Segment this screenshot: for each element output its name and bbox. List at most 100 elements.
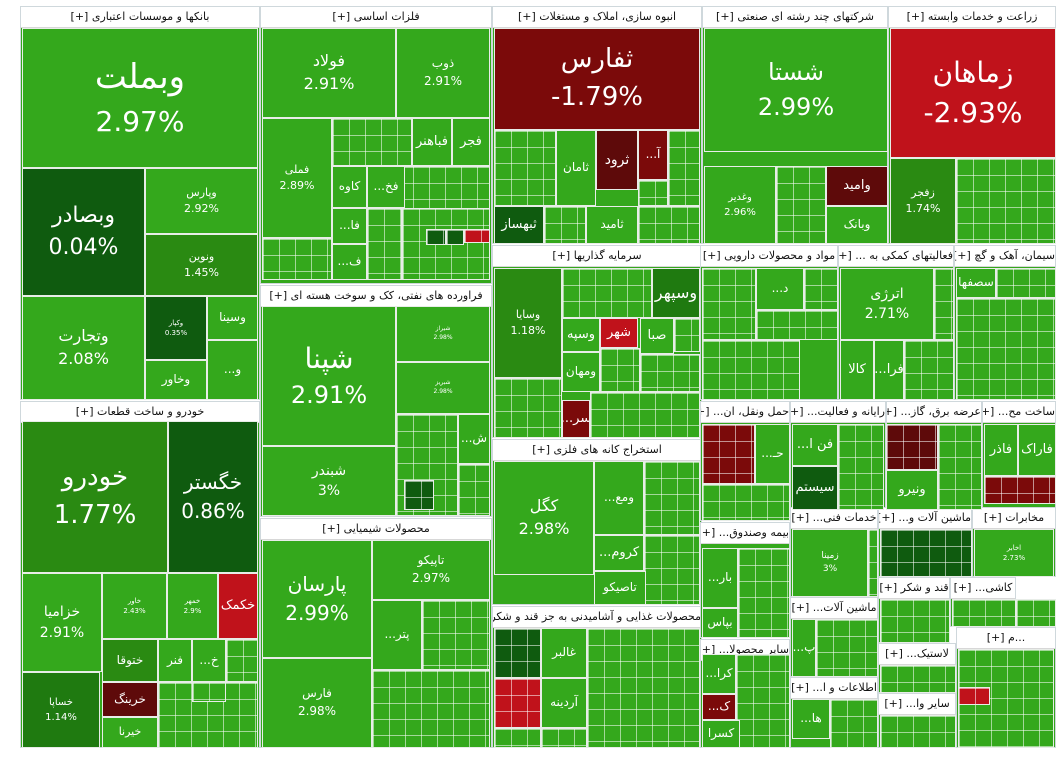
stock-tile-small[interactable] — [904, 340, 954, 400]
stock-tile[interactable]: ...ف — [332, 244, 367, 280]
stock-tile-small[interactable] — [880, 715, 956, 748]
sector-header[interactable]: زراعت و خدمات وابسته [+] — [889, 7, 1055, 28]
stock-tile-small[interactable] — [332, 118, 412, 166]
stock-tile-small[interactable] — [404, 480, 434, 510]
stock-tile-small[interactable] — [880, 665, 956, 693]
stock-tile-small[interactable] — [804, 268, 838, 310]
stock-tile[interactable]: ونوین 1.45% — [145, 234, 258, 296]
sector-header[interactable]: ساخت مح... [+] — [983, 402, 1055, 423]
stock-tile[interactable]: ...و — [207, 340, 258, 400]
stock-tile[interactable]: تاپیکو 2.97% — [372, 540, 490, 600]
sector-header[interactable]: استخراج کانه های فلزی [+] — [493, 440, 701, 461]
stock-tile[interactable]: شبریز 2.98% — [396, 362, 490, 414]
stock-tile-small[interactable] — [674, 318, 700, 352]
stock-tile[interactable]: کسرا — [702, 720, 740, 748]
stock-tile[interactable]: بپاس — [702, 608, 738, 638]
stock-tile-small[interactable] — [934, 268, 954, 340]
stock-tile-small[interactable] — [541, 728, 587, 748]
stock-tile-small[interactable] — [638, 206, 700, 244]
sector-header[interactable]: مخابرات [+] — [973, 508, 1055, 529]
stock-tile-small[interactable] — [668, 130, 700, 206]
stock-tile[interactable]: ثبهساز — [494, 206, 544, 244]
stock-tile[interactable]: اترژی 2.71% — [840, 268, 934, 340]
stock-tile[interactable]: ...پ — [792, 619, 816, 677]
stock-tile-small[interactable] — [494, 378, 562, 438]
stock-tile-small[interactable] — [638, 180, 668, 206]
stock-tile[interactable]: تاصیکو — [594, 571, 646, 605]
stock-tile-small[interactable] — [996, 268, 1056, 298]
stock-tile-small[interactable] — [494, 728, 541, 748]
stock-tile[interactable]: کگل 2.98% — [494, 461, 594, 575]
stock-tile[interactable]: وتجارت 2.08% — [22, 296, 145, 400]
stock-tile[interactable]: زفجر 1.74% — [890, 158, 956, 244]
sector-header[interactable]: سایر وا... [+] — [879, 694, 955, 715]
sector-header[interactable]: خودرو و ساخت قطعات [+] — [21, 402, 259, 423]
stock-tile[interactable]: ...کرا — [702, 654, 736, 694]
stock-tile-small[interactable] — [226, 639, 258, 682]
stock-tile[interactable]: خیرنا — [102, 717, 158, 748]
stock-tile-small[interactable] — [702, 268, 756, 340]
stock-tile-small[interactable] — [640, 354, 700, 392]
stock-tile[interactable]: ...ش — [458, 414, 490, 464]
stock-tile[interactable]: وکپار 0.35% — [145, 296, 207, 360]
stock-tile[interactable]: ثفارس -1.79% — [494, 28, 700, 130]
sector-header[interactable]: سیمان، آهک و گچ [+] — [955, 246, 1055, 267]
stock-tile[interactable]: ...کروم — [594, 535, 644, 571]
stock-tile-small[interactable] — [984, 476, 1056, 504]
stock-tile[interactable]: فنر — [158, 639, 192, 682]
stock-tile[interactable]: وغدیر 2.96% — [704, 166, 776, 244]
stock-tile[interactable]: ثرود — [596, 130, 638, 190]
stock-tile-small[interactable] — [938, 424, 982, 510]
sector-header[interactable]: ماشین آلات... [+] — [791, 598, 877, 619]
stock-tile[interactable]: پارسان 2.99% — [262, 540, 372, 658]
stock-tile[interactable]: فارس 2.98% — [262, 658, 372, 748]
stock-tile[interactable]: ...ها — [792, 699, 830, 739]
stock-tile-small[interactable] — [838, 424, 884, 510]
stock-tile[interactable]: ...خ — [192, 639, 226, 682]
stock-tile[interactable]: شستا 2.99% — [704, 28, 888, 152]
stock-tile[interactable]: خودرو 1.77% — [22, 421, 168, 573]
stock-tile[interactable]: ...فا — [332, 208, 367, 244]
stock-tile[interactable]: فولاد 2.91% — [262, 28, 396, 118]
stock-tile-small[interactable] — [464, 229, 490, 243]
stock-tile[interactable]: وبصادر 0.04% — [22, 168, 145, 296]
sector-header[interactable]: اطلاعات و ا... [+] — [791, 678, 877, 699]
stock-tile[interactable]: کاوه — [332, 166, 367, 208]
sector-header[interactable]: مواد و محصولات دارویی [+] — [701, 246, 837, 267]
sector-header[interactable]: قند و شکر [+] — [879, 578, 949, 599]
stock-tile[interactable]: ثامید — [586, 206, 638, 244]
stock-tile[interactable]: ونیرو — [886, 470, 938, 510]
stock-tile-small[interactable] — [494, 628, 541, 678]
stock-tile-small[interactable] — [756, 310, 838, 340]
stock-tile-small[interactable] — [1016, 599, 1056, 627]
stock-tile[interactable]: ...سر — [562, 400, 590, 438]
stock-tile-small[interactable] — [702, 340, 800, 400]
stock-tile[interactable]: ...ومع — [594, 461, 644, 535]
stock-tile-small[interactable] — [702, 484, 790, 521]
stock-tile-small[interactable] — [886, 424, 938, 470]
stock-tile-small[interactable] — [372, 670, 490, 748]
stock-tile[interactable]: ...فخ — [367, 166, 405, 208]
stock-tile[interactable]: ...پتر — [372, 600, 422, 670]
stock-tile-small[interactable] — [426, 229, 446, 245]
sector-header[interactable]: رایانه و فعالیت... [+] — [791, 402, 885, 423]
stock-tile[interactable]: شیراز 2.98% — [396, 306, 490, 362]
sector-header[interactable]: کاشی... [+] — [951, 578, 1015, 599]
sector-header[interactable]: حمل ونقل، ان... [+] — [701, 402, 789, 423]
stock-tile[interactable]: آردینه — [541, 678, 587, 728]
stock-tile-small[interactable] — [544, 206, 586, 244]
stock-tile-small[interactable] — [816, 619, 878, 677]
stock-tile[interactable]: خگستر 0.86% — [168, 421, 258, 573]
sector-header[interactable]: بیمه وصندوق... [+] — [701, 523, 789, 544]
sector-header[interactable]: سرمایه گذاریها [+] — [493, 246, 701, 267]
stock-tile[interactable]: ...آ — [638, 130, 668, 180]
stock-tile[interactable]: اخابر 2.73% — [974, 529, 1054, 577]
stock-tile[interactable]: فباهنر — [412, 118, 452, 166]
stock-tile[interactable]: غالبر — [541, 628, 587, 678]
stock-tile-small[interactable] — [644, 461, 700, 535]
stock-tile[interactable]: خاور 2.43% — [102, 573, 167, 639]
stock-tile-small[interactable] — [446, 229, 464, 245]
stock-tile[interactable]: وپارس 2.92% — [145, 168, 258, 234]
stock-tile[interactable]: خساپا 1.14% — [22, 672, 100, 748]
stock-tile-small[interactable] — [702, 424, 755, 484]
